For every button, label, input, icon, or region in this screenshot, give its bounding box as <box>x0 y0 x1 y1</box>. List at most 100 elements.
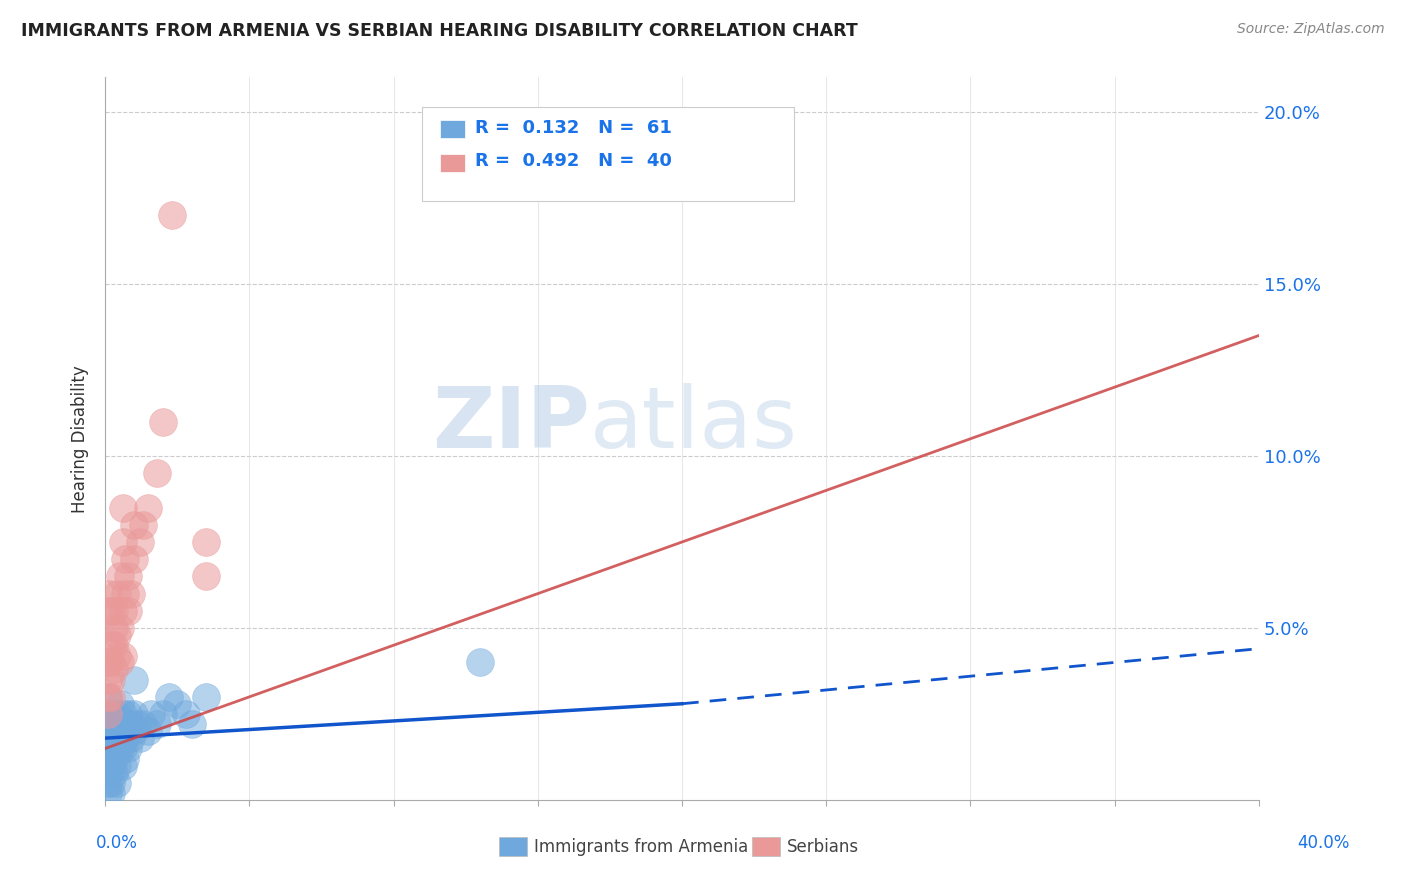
Point <box>100 690 122 704</box>
Point <box>100 673 122 687</box>
Point <box>108 569 131 583</box>
Text: Serbians: Serbians <box>787 838 859 855</box>
Text: Immigrants from Armenia: Immigrants from Armenia <box>534 838 748 855</box>
Point <box>111 707 134 722</box>
Point <box>105 741 128 756</box>
Point <box>131 517 153 532</box>
Point <box>108 741 131 756</box>
Point <box>120 717 142 731</box>
Point <box>128 535 150 549</box>
Text: IMMIGRANTS FROM ARMENIA VS SERBIAN HEARING DISABILITY CORRELATION CHART: IMMIGRANTS FROM ARMENIA VS SERBIAN HEARI… <box>21 22 858 40</box>
Point <box>103 731 125 746</box>
Point <box>138 500 160 515</box>
Point <box>108 731 131 746</box>
Point <box>117 724 139 739</box>
Point <box>97 656 120 670</box>
Text: ZIP: ZIP <box>432 383 589 466</box>
Point <box>97 758 120 772</box>
Point <box>152 415 174 429</box>
Point <box>97 724 120 739</box>
Point <box>108 621 131 635</box>
Point <box>195 569 218 583</box>
Point <box>97 673 120 687</box>
Point <box>100 638 122 652</box>
Point <box>97 707 120 722</box>
Text: Source: ZipAtlas.com: Source: ZipAtlas.com <box>1237 22 1385 37</box>
Point <box>138 724 160 739</box>
Point <box>114 731 136 746</box>
Point <box>108 717 131 731</box>
Point <box>103 662 125 676</box>
Point <box>114 586 136 600</box>
Point <box>103 638 125 652</box>
Point <box>100 786 122 800</box>
Point <box>105 707 128 722</box>
Point <box>111 741 134 756</box>
Point <box>122 517 145 532</box>
Point <box>97 604 120 618</box>
Point <box>141 707 163 722</box>
Point <box>111 724 134 739</box>
Point <box>125 717 148 731</box>
Point <box>100 731 122 746</box>
Point <box>195 690 218 704</box>
Point <box>103 717 125 731</box>
Point <box>100 741 122 756</box>
Point <box>97 717 120 731</box>
Point <box>100 656 122 670</box>
Point <box>108 656 131 670</box>
Point <box>180 717 202 731</box>
Point <box>117 707 139 722</box>
Point <box>117 741 139 756</box>
Point <box>97 731 120 746</box>
Point <box>100 758 122 772</box>
Point <box>122 552 145 566</box>
Point <box>128 731 150 746</box>
Point <box>100 604 122 618</box>
Point <box>166 697 188 711</box>
Point <box>111 758 134 772</box>
Point <box>114 717 136 731</box>
Point <box>122 724 145 739</box>
Point <box>105 648 128 663</box>
Text: atlas: atlas <box>589 383 797 466</box>
Point <box>152 707 174 722</box>
Point <box>117 604 139 618</box>
Point <box>111 648 134 663</box>
Point <box>105 628 128 642</box>
Point <box>174 707 197 722</box>
Point <box>97 690 120 704</box>
Point <box>157 690 180 704</box>
Point <box>103 621 125 635</box>
Point <box>105 724 128 739</box>
Point <box>117 569 139 583</box>
Text: 40.0%: 40.0% <box>1298 834 1350 852</box>
Point <box>122 673 145 687</box>
Point <box>111 604 134 618</box>
Point <box>100 707 122 722</box>
Point <box>103 604 125 618</box>
Point <box>103 752 125 766</box>
Point <box>103 707 125 722</box>
Text: 0.0%: 0.0% <box>96 834 138 852</box>
Point <box>468 656 491 670</box>
Point <box>122 707 145 722</box>
Point <box>103 741 125 756</box>
Point <box>146 466 169 480</box>
Point <box>97 765 120 780</box>
Point <box>111 500 134 515</box>
Point <box>114 752 136 766</box>
Point <box>97 752 120 766</box>
Point <box>111 535 134 549</box>
Point <box>100 776 122 790</box>
Point <box>97 776 120 790</box>
Text: R =  0.132   N =  61: R = 0.132 N = 61 <box>475 119 672 136</box>
Point <box>100 724 122 739</box>
Point <box>105 758 128 772</box>
Point <box>146 717 169 731</box>
Point <box>160 208 183 222</box>
Point <box>103 765 125 780</box>
Text: R =  0.492   N =  40: R = 0.492 N = 40 <box>475 153 672 170</box>
Y-axis label: Hearing Disability: Hearing Disability <box>72 365 89 513</box>
Point <box>195 535 218 549</box>
